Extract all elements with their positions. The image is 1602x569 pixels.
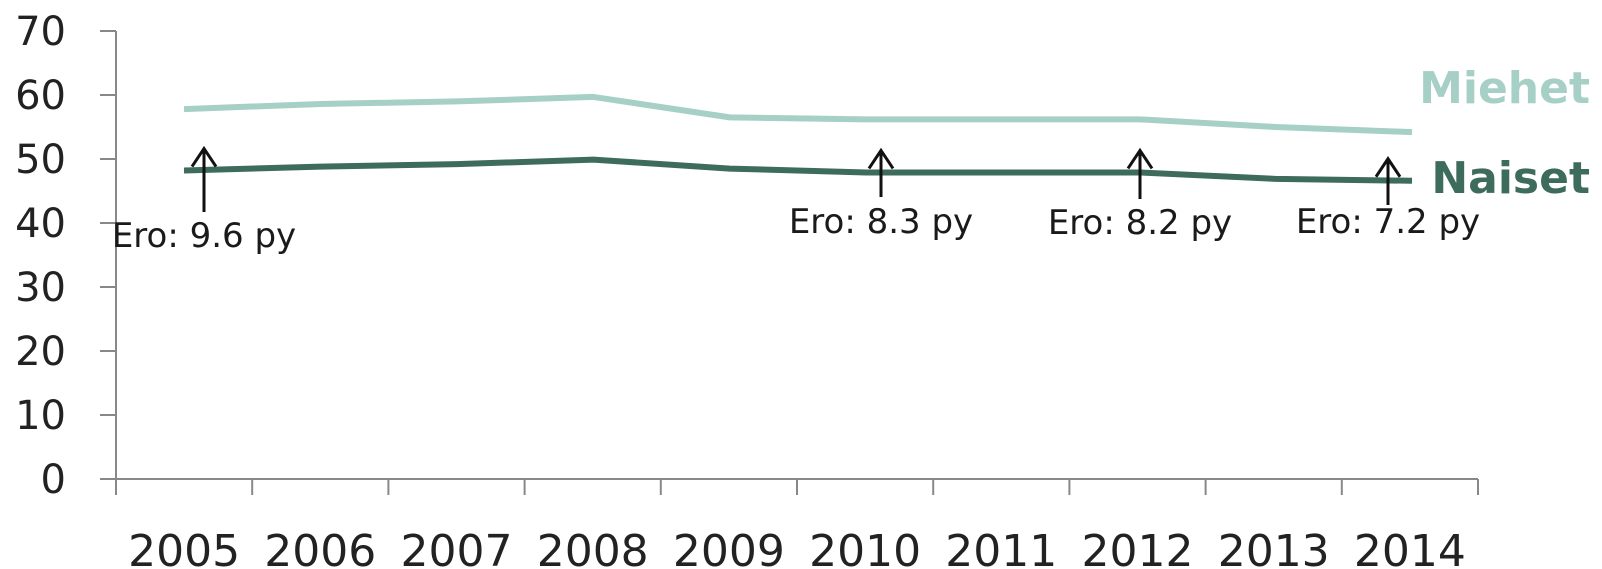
y-tick-label: 70 <box>15 9 66 55</box>
annotation-arrowhead <box>190 145 218 168</box>
x-tick-label: 2009 <box>673 526 785 569</box>
x-tick-label: 2005 <box>128 526 240 569</box>
y-tick-label: 50 <box>15 137 66 183</box>
annotation-label: Ero: 8.3 py <box>789 202 973 242</box>
y-tick-label: 60 <box>15 73 66 119</box>
axes: 0 10 20 30 40 50 60 70 2005 2006 2007 2008 2009 2010 2… <box>15 9 1479 569</box>
series-line-naiset <box>183 156 1413 184</box>
x-tick-label: 2010 <box>809 526 921 569</box>
y-tick-label: 20 <box>15 329 66 375</box>
annotation-label: Ero: 9.6 py <box>112 216 296 256</box>
y-tick-label: 10 <box>15 393 66 439</box>
x-tick-label: 2007 <box>401 526 513 569</box>
annotations: Ero: 9.6 py Ero: 8.3 py Ero: 8.2 py Ero: 7.… <box>112 145 1480 256</box>
x-tick-label: 2011 <box>945 526 1057 569</box>
annotation-label: Ero: 7.2 py <box>1296 202 1480 242</box>
x-tick-label: 2012 <box>1082 526 1194 569</box>
y-tick-label: 40 <box>15 201 66 247</box>
x-tick-label: 2006 <box>264 526 376 569</box>
annotation-label: Ero: 8.2 py <box>1048 203 1232 243</box>
x-tick-label: 2008 <box>537 526 649 569</box>
legend: Miehet Naiset <box>1419 63 1590 204</box>
series-line-miehet <box>183 93 1413 136</box>
y-tick-label: 0 <box>41 457 66 503</box>
annotation-arrowhead <box>1126 147 1154 170</box>
annotation-arrowhead <box>867 147 895 170</box>
series-lines <box>183 93 1413 184</box>
annotation-arrowhead <box>1374 156 1402 178</box>
x-tick-label: 2014 <box>1354 526 1466 569</box>
legend-label-miehet: Miehet <box>1419 63 1590 114</box>
x-tick-label: 2013 <box>1218 526 1330 569</box>
legend-label-naiset: Naiset <box>1431 153 1590 204</box>
y-tick-label: 30 <box>15 265 66 311</box>
